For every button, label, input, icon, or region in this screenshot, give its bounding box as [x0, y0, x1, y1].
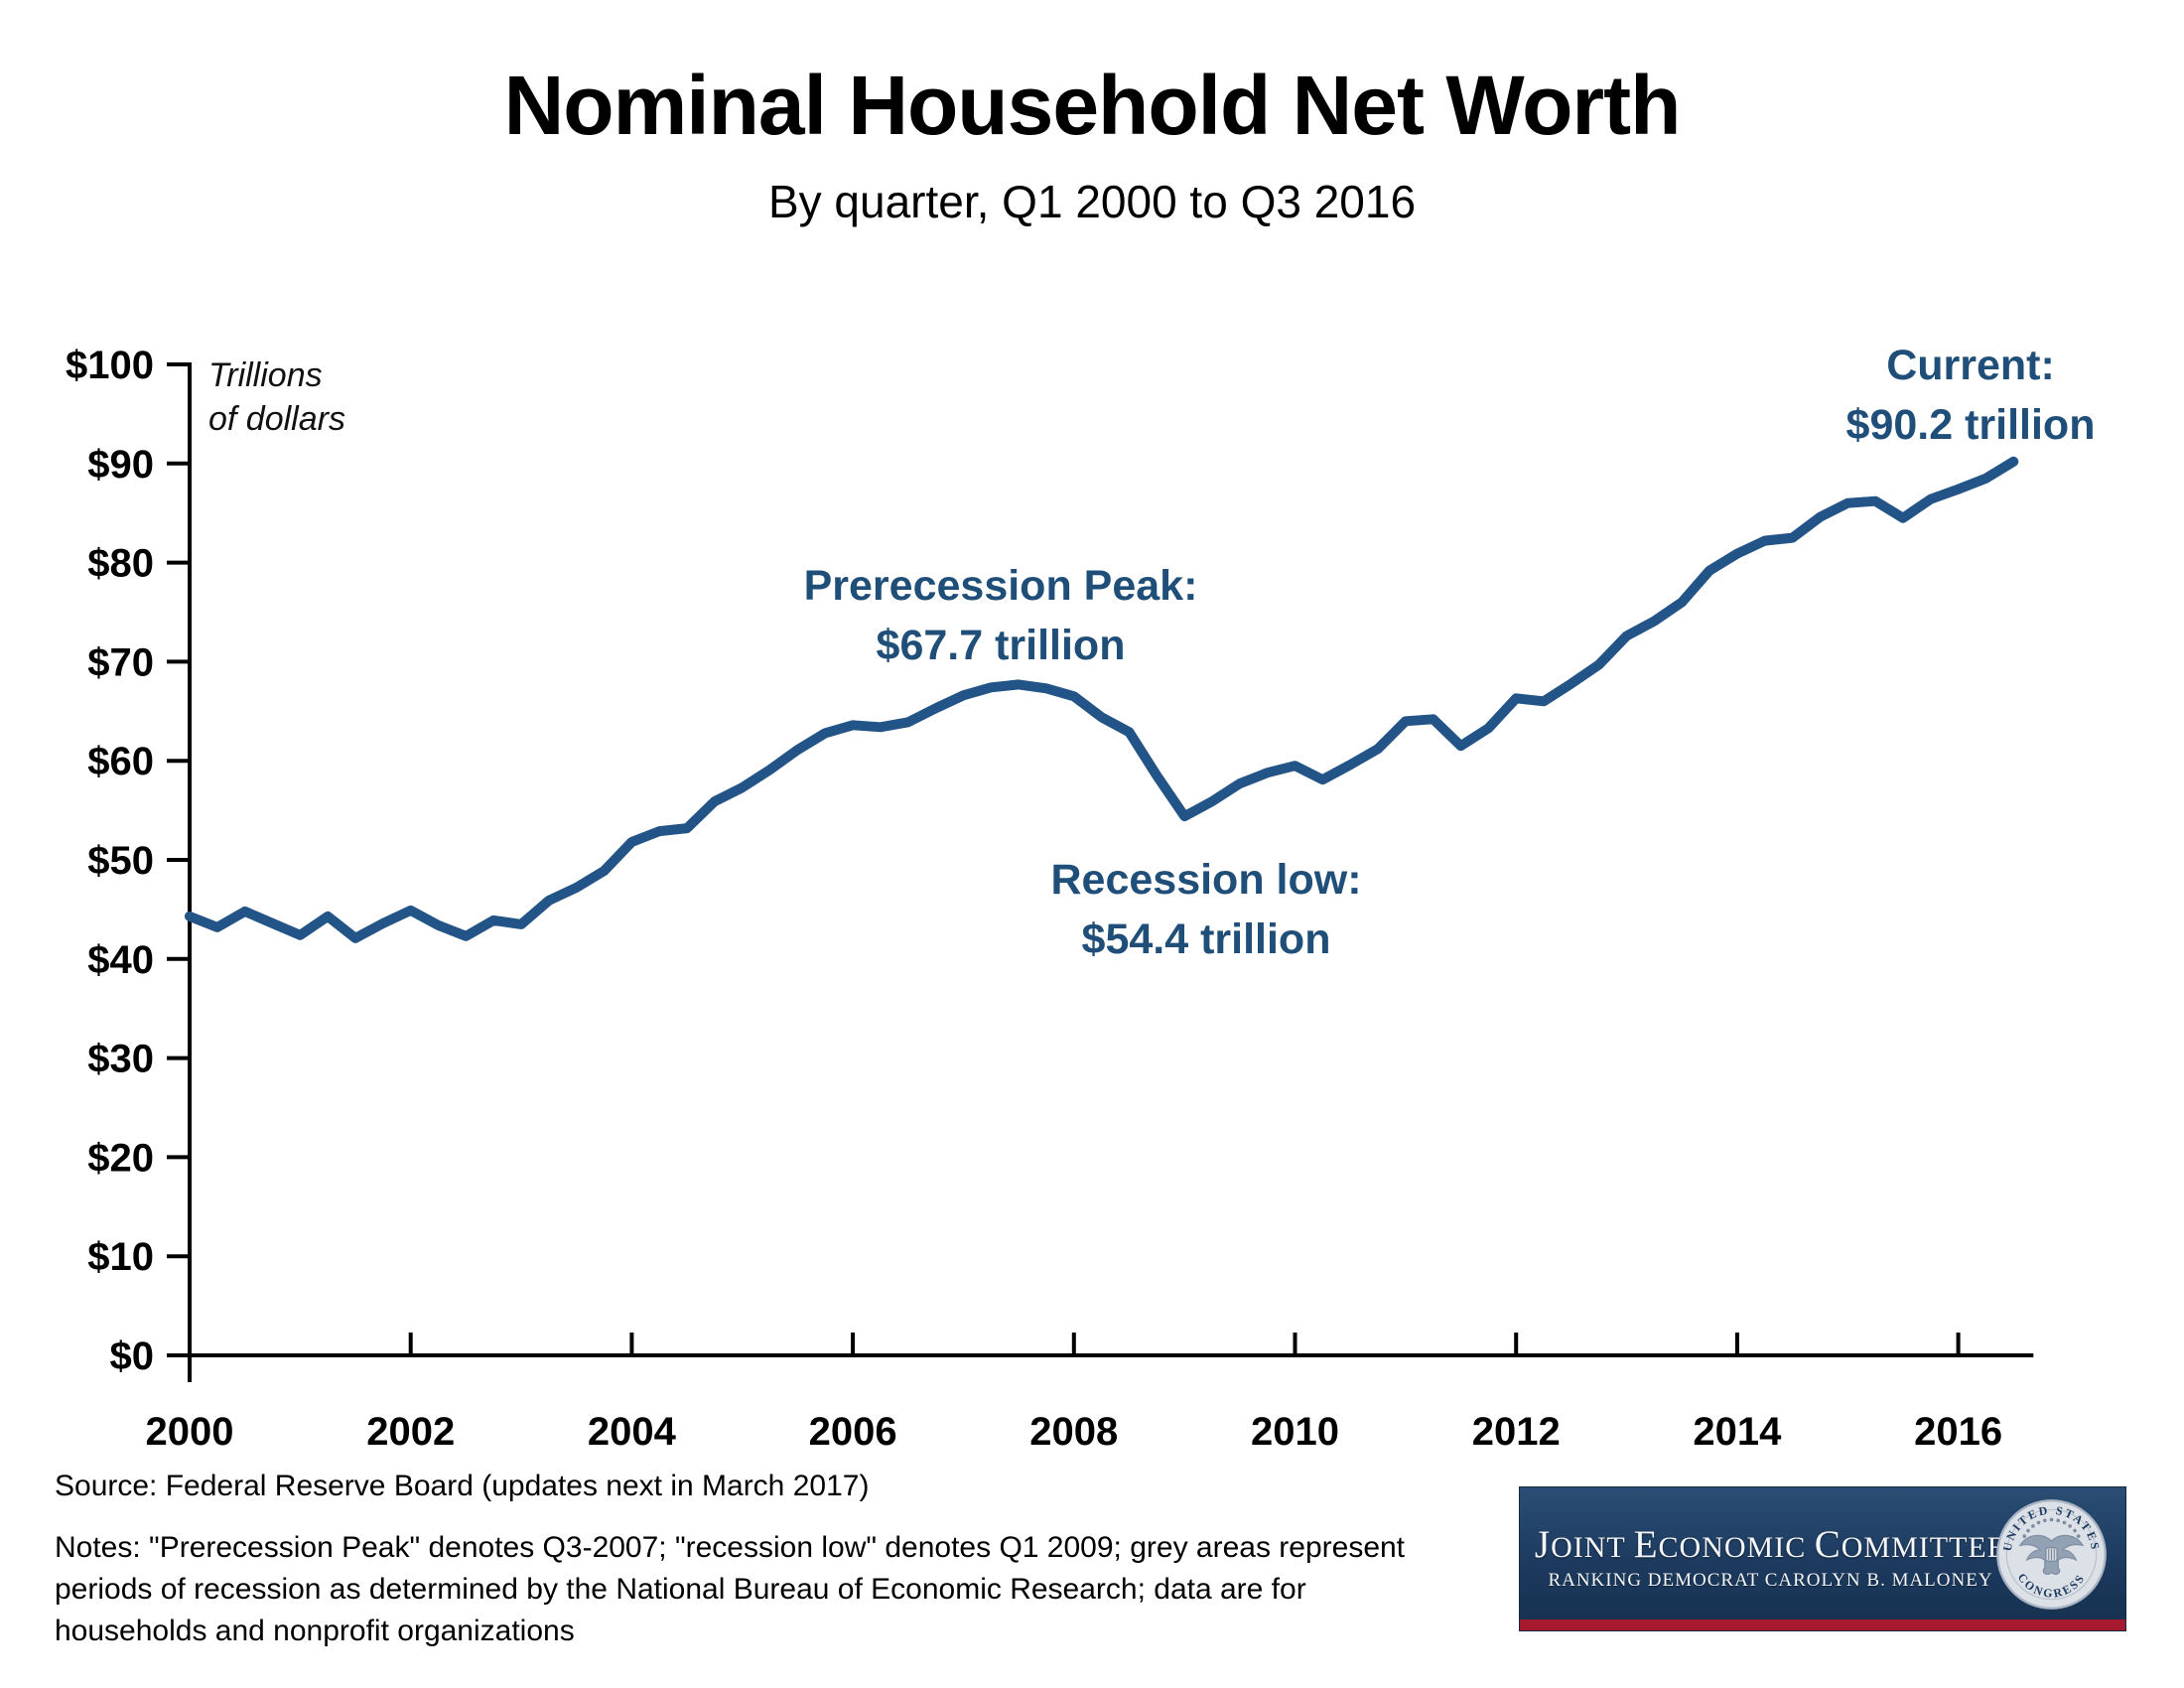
- jec-logo-subtitle: RANKING DEMOCRAT CAROLYN B. MALONEY: [1548, 1569, 1993, 1591]
- annotation-prerecession-peak: Prerecession Peak: $67.7 trillion: [804, 556, 1198, 675]
- svg-text:$30: $30: [87, 1038, 154, 1081]
- annotation-recession-low-label: Recession low:: [1050, 856, 1362, 904]
- svg-text:$0: $0: [110, 1335, 155, 1378]
- notes-line-3: households and nonprofit organizations: [55, 1615, 575, 1647]
- y-axis-unit-line2: of dollars: [208, 400, 345, 438]
- svg-text:2012: 2012: [1472, 1410, 1561, 1454]
- svg-text:2004: 2004: [588, 1410, 677, 1454]
- svg-text:$70: $70: [87, 640, 154, 684]
- svg-text:2000: 2000: [146, 1410, 234, 1454]
- svg-text:$50: $50: [87, 839, 154, 883]
- annotation-recession-low: Recession low: $54.4 trillion: [1050, 850, 1361, 969]
- logo-red-stripe: [1520, 1619, 2125, 1630]
- chart-subtitle: By quarter, Q1 2000 to Q3 2016: [767, 176, 1417, 227]
- annotation-prerecession-peak-label: Prerecession Peak:: [803, 562, 1198, 610]
- svg-text:2010: 2010: [1251, 1410, 1339, 1454]
- svg-text:$20: $20: [87, 1136, 154, 1180]
- notes-line-1: Notes: "Prerecession Peak" denotes Q3-20…: [55, 1531, 1406, 1564]
- annotation-current-label: Current:: [1886, 342, 2055, 389]
- chart-title: Nominal Household Net Worth: [503, 59, 1682, 152]
- svg-text:$10: $10: [87, 1235, 154, 1279]
- svg-text:2016: 2016: [1914, 1410, 2002, 1454]
- svg-text:$40: $40: [87, 938, 154, 982]
- svg-text:2006: 2006: [809, 1410, 897, 1454]
- source-line: Source: Federal Reserve Board (updates n…: [55, 1470, 870, 1502]
- svg-text:$60: $60: [87, 740, 154, 783]
- y-axis-unit-note: Trillions of dollars: [208, 353, 345, 441]
- svg-text:$90: $90: [87, 443, 154, 487]
- us-congress-seal-icon: UNITED STATES CONGRESS: [1996, 1499, 2107, 1610]
- y-axis-unit-line1: Trillions: [208, 356, 323, 394]
- svg-text:2014: 2014: [1693, 1410, 1782, 1454]
- annotation-prerecession-peak-value: $67.7 trillion: [876, 622, 1126, 669]
- notes-line-2: periods of recession as determined by th…: [55, 1573, 1306, 1606]
- jec-logo-title: JOINT ECONOMIC COMMITTEE: [1534, 1522, 2007, 1566]
- svg-text:$100: $100: [66, 344, 154, 387]
- jec-logo-banner: JOINT ECONOMIC COMMITTEE RANKING DEMOCRA…: [1519, 1486, 2126, 1631]
- annotation-recession-low-value: $54.4 trillion: [1081, 915, 1331, 963]
- jec-logo-text: JOINT ECONOMIC COMMITTEE RANKING DEMOCRA…: [1520, 1487, 2021, 1621]
- eagle-glyph: [2018, 1534, 2085, 1575]
- annotation-current: Current: $90.2 trillion: [1846, 336, 2096, 455]
- annotation-current-value: $90.2 trillion: [1845, 401, 2096, 449]
- svg-text:2008: 2008: [1029, 1410, 1118, 1454]
- footer-notes-block: Source: Federal Reserve Board (updates n…: [55, 1470, 1504, 1652]
- svg-text:$80: $80: [87, 542, 154, 586]
- svg-text:2002: 2002: [366, 1410, 455, 1454]
